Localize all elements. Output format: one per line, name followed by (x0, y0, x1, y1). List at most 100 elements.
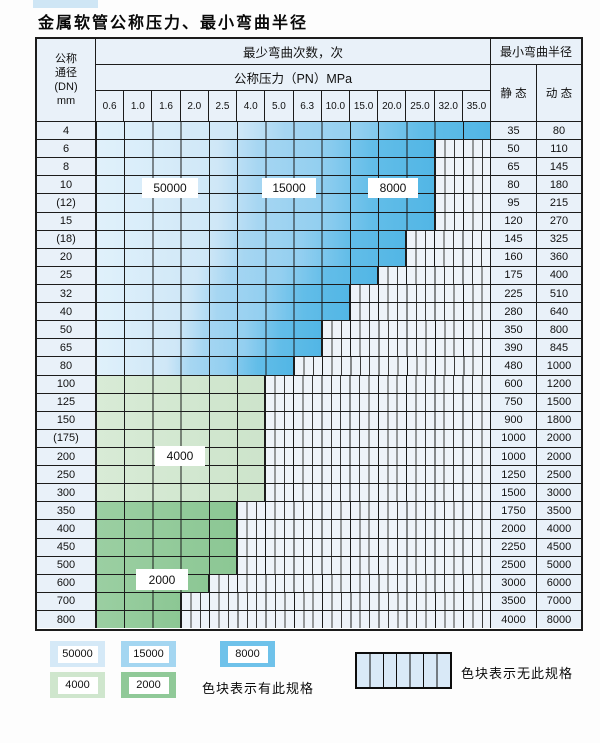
col-header-static: 静 态 (491, 65, 537, 121)
static-radius-cell: 1750 (491, 502, 537, 520)
static-radius-cell: 1000 (491, 447, 537, 466)
pressure-col-header: 0.6 (96, 91, 125, 121)
dynamic-radius-cell: 2000 (537, 447, 581, 466)
availability-cells (96, 194, 491, 212)
legend-swatch: 2000 (121, 672, 176, 698)
table-row: 800 4000 8000 (37, 610, 581, 629)
pressure-col-header: 5.0 (265, 91, 294, 121)
no-spec-span (406, 230, 491, 248)
legend-swatch-label: 50000 (57, 645, 98, 663)
dn-cell: 800 (37, 610, 96, 629)
static-radius-cell: 65 (491, 158, 537, 176)
no-spec-span (265, 484, 491, 502)
available-span (96, 610, 181, 629)
no-spec-span (180, 610, 491, 629)
static-radius-cell: 350 (491, 321, 537, 339)
dn-header-line-3: mm (56, 95, 76, 107)
dn-cell: 20 (37, 248, 96, 266)
dn-cell: 600 (37, 574, 96, 592)
no-spec-span (265, 429, 491, 447)
dynamic-radius-cell: 510 (537, 284, 581, 303)
static-radius-cell: 95 (491, 194, 537, 212)
spec-table: 公称 通径 (DN) mm 最少弯曲次数，次 公称压力（PN）MPa 0.6 1.0 1.… (35, 37, 583, 631)
pressure-col-header: 2.0 (181, 91, 209, 121)
legend-has-spec-text: 色块表示有此规格 (202, 681, 315, 696)
no-spec-span (237, 502, 491, 520)
static-radius-cell: 35 (491, 122, 537, 140)
static-dynamic-headers: 静 态 动 态 (491, 65, 581, 121)
dn-cell: 400 (37, 520, 96, 538)
table-row: 100 600 1200 (37, 375, 581, 394)
dn-cell: 700 (37, 592, 96, 610)
dn-cell: 4 (37, 122, 96, 140)
dynamic-radius-cell: 4000 (537, 520, 581, 538)
dynamic-radius-cell: 1200 (537, 375, 581, 393)
no-spec-span (237, 556, 491, 574)
availability-cells (96, 303, 491, 321)
static-radius-cell: 1250 (491, 466, 537, 484)
dynamic-radius-cell: 215 (537, 194, 581, 212)
dynamic-radius-cell: 145 (537, 158, 581, 176)
static-radius-cell: 145 (491, 230, 537, 248)
dn-header-line-2: (DN) (54, 81, 78, 93)
dn-cell: 32 (37, 284, 96, 303)
dn-cell: 500 (37, 556, 96, 574)
available-span (96, 140, 435, 158)
static-radius-cell: 2500 (491, 556, 537, 574)
table-row: (175) 1000 2000 (37, 429, 581, 448)
no-spec-span (265, 466, 491, 484)
pressure-col-header: 1.6 (152, 91, 181, 121)
no-spec-span (321, 339, 491, 357)
static-radius-cell: 2000 (491, 520, 537, 538)
pressure-col-header: 2.5 (209, 91, 238, 121)
no-spec-span (434, 140, 491, 158)
table-row: 500 2500 5000 (37, 556, 581, 575)
pressure-col-header: 4.0 (237, 91, 266, 121)
table-row: 32 225 510 (37, 284, 581, 304)
legend-swatch: 8000 (220, 641, 275, 667)
available-span (96, 429, 266, 447)
dynamic-radius-cell: 270 (537, 212, 581, 230)
no-spec-span (349, 284, 491, 303)
pressure-col-header: 15.0 (350, 91, 379, 121)
static-radius-cell: 175 (491, 266, 537, 284)
dn-cell: 50 (37, 321, 96, 339)
dynamic-radius-cell: 80 (537, 122, 581, 140)
available-span (96, 411, 266, 429)
dynamic-radius-cell: 180 (537, 176, 581, 194)
dn-cell: 125 (37, 393, 96, 411)
dynamic-radius-cell: 1000 (537, 357, 581, 375)
static-radius-cell: 225 (491, 284, 537, 303)
availability-cells (96, 248, 491, 266)
available-span (96, 158, 435, 176)
no-spec-span (180, 592, 491, 610)
dynamic-radius-cell: 400 (537, 266, 581, 284)
availability-cells (96, 466, 491, 484)
available-span (96, 230, 407, 248)
availability-cells (96, 230, 491, 248)
no-spec-span (434, 176, 491, 194)
pressure-col-header: 6.3 (294, 91, 322, 121)
availability-cells (96, 520, 491, 538)
availability-cells (96, 321, 491, 339)
dn-cell: (12) (37, 194, 96, 212)
available-span (96, 592, 181, 610)
available-span (96, 321, 322, 339)
pressure-col-header: 32.0 (435, 91, 463, 121)
table-row: 40 280 640 (37, 303, 581, 322)
page-title: 金属软管公称压力、最小弯曲半径 (38, 13, 309, 32)
static-radius-cell: 750 (491, 393, 537, 411)
decorative-strip (33, 0, 98, 8)
dn-cell: (18) (37, 230, 96, 248)
static-radius-cell: 480 (491, 357, 537, 375)
pressure-value-headers: 0.6 1.0 1.6 2.0 2.5 4.0 5.0 6.3 10.0 15.0 20.0 25.0… (96, 91, 490, 121)
static-radius-cell: 50 (491, 140, 537, 158)
dn-cell: 25 (37, 266, 96, 284)
legend-no-spec-text: 色块表示无此规格 (461, 666, 574, 681)
static-radius-cell: 900 (491, 411, 537, 429)
no-spec-span (265, 411, 491, 429)
available-span (96, 303, 350, 321)
availability-cells (96, 592, 491, 610)
table-row: 700 3500 7000 (37, 592, 581, 611)
